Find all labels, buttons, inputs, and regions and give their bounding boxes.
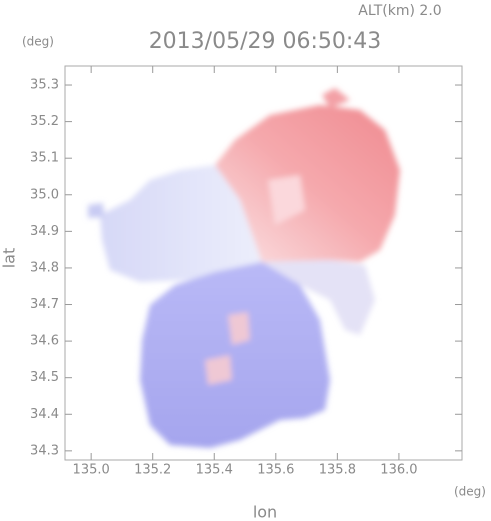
x-tick-label: 136.0 — [380, 463, 417, 478]
x-tick-label: 135.6 — [257, 463, 294, 478]
chart-title: 2013/05/29 06:50:43 — [149, 29, 382, 54]
y-tick-label: 34.5 — [30, 370, 59, 385]
x-tick-label: 135.4 — [196, 463, 233, 478]
y-tick-label: 34.9 — [30, 224, 59, 239]
x-tick-label: 135.8 — [319, 463, 356, 478]
plot-frame — [64, 65, 463, 461]
y-tick-label: 34.7 — [30, 297, 59, 312]
x-tick-label: 135.0 — [73, 463, 110, 478]
x-unit: (deg) — [454, 485, 486, 499]
y-axis-label: lat — [0, 248, 19, 269]
y-tick-label: 35.2 — [30, 114, 59, 129]
y-tick-label: 34.8 — [30, 260, 59, 275]
y-unit: (deg) — [22, 35, 54, 49]
radar-field — [88, 88, 400, 448]
altitude-label: ALT(km) 2.0 — [358, 3, 441, 19]
y-tick-label: 34.4 — [30, 407, 59, 422]
y-tick-label: 34.3 — [30, 443, 59, 458]
y-tick-label: 35.1 — [30, 151, 59, 166]
y-tick-label: 35.3 — [30, 78, 59, 93]
x-tick-label: 135.2 — [134, 463, 171, 478]
y-tick-label: 35.0 — [30, 187, 59, 202]
x-axis-label: lon — [253, 503, 277, 521]
y-tick-label: 34.6 — [30, 334, 59, 349]
